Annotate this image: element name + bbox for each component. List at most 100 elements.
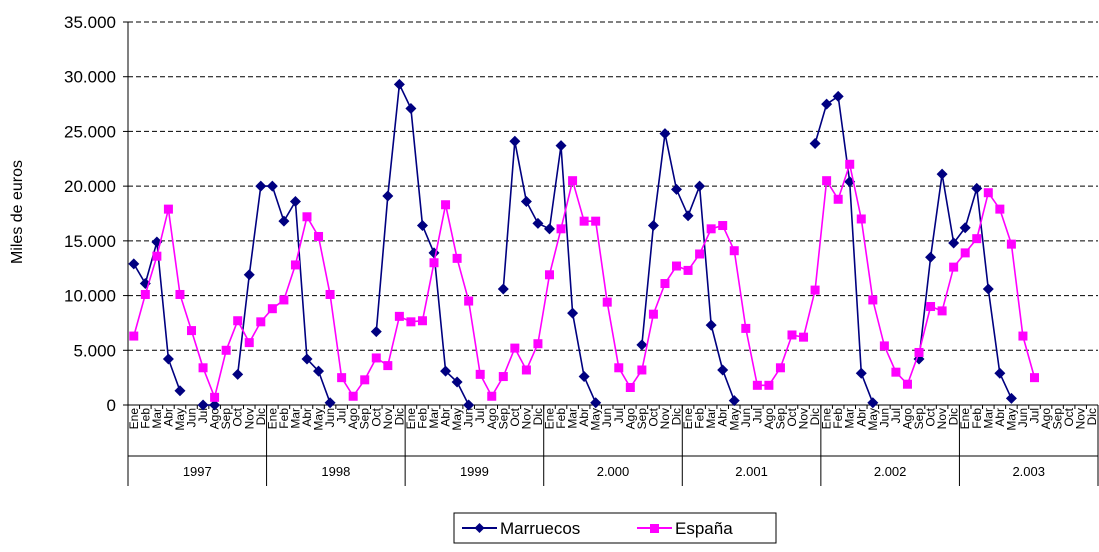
x-month-label: May: [866, 408, 880, 431]
data-point: [221, 345, 231, 355]
data-point: [695, 249, 705, 259]
data-point: [520, 195, 532, 207]
x-month-label: Dic: [670, 408, 684, 425]
data-point: [568, 176, 578, 186]
data-point: [660, 279, 670, 289]
y-tick-label: 10.000: [64, 287, 116, 306]
x-year-label: 2.001: [735, 464, 768, 479]
data-point: [417, 316, 427, 326]
data-point: [578, 371, 590, 383]
data-point: [914, 347, 924, 357]
x-month-label: Mar: [981, 408, 995, 429]
x-month-label: Jul: [889, 408, 903, 423]
data-point: [960, 248, 970, 258]
data-point: [821, 98, 833, 110]
x-month-label: Feb: [415, 408, 429, 429]
data-point: [175, 289, 185, 299]
x-month-label: Mar: [704, 408, 718, 429]
data-point: [868, 295, 878, 305]
series-espaa: [129, 159, 1039, 402]
x-year-label: 1997: [183, 464, 212, 479]
x-month-label: Dic: [947, 408, 961, 425]
x-month-label: Nov: [658, 408, 672, 429]
data-point: [163, 204, 173, 214]
x-month-label: Nov: [1074, 408, 1088, 429]
x-month-label: Ago: [900, 408, 914, 430]
legend-marruecos-marker: [474, 523, 485, 533]
x-month-label: Ene: [404, 408, 418, 430]
x-month-label: Abr: [439, 408, 453, 427]
x-month-label: Sep: [219, 408, 233, 430]
y-tick-label: 20.000: [64, 177, 116, 196]
x-month-label: Dic: [392, 408, 406, 425]
data-point: [855, 367, 867, 379]
data-point: [301, 353, 313, 365]
x-month-label: Ene: [127, 408, 141, 430]
y-axis: 0 5.000 10.000 15.000 20.000 25.000 30.000 35.0…: [64, 13, 129, 415]
data-point: [451, 376, 463, 388]
x-month-label: Sep: [773, 408, 787, 430]
data-point: [672, 261, 682, 271]
x-month-label: Jun: [185, 408, 199, 427]
data-point: [509, 135, 521, 147]
data-point: [266, 180, 278, 192]
data-point: [787, 330, 797, 340]
x-month-label: Jun: [462, 408, 476, 427]
data-point: [937, 306, 947, 316]
x-month-label: Sep: [635, 408, 649, 430]
data-point: [972, 234, 982, 244]
data-point: [209, 399, 221, 411]
data-point: [267, 304, 277, 314]
x-year-label: 2.000: [597, 464, 630, 479]
data-point: [324, 397, 336, 409]
data-point: [475, 369, 485, 379]
data-point: [210, 392, 220, 402]
x-month-label: Jul: [1027, 408, 1041, 423]
data-point: [659, 128, 671, 140]
data-point: [682, 210, 694, 222]
data-point: [383, 361, 393, 371]
x-month-label: May: [727, 408, 741, 431]
y-tick-label: 35.000: [64, 13, 116, 32]
data-point: [406, 317, 416, 327]
x-month-label: Dic: [808, 408, 822, 425]
x-month-label: Oct: [646, 407, 660, 426]
data-point: [579, 216, 589, 226]
x-month-label: Jul: [612, 408, 626, 423]
data-point: [799, 332, 809, 342]
data-point: [729, 246, 739, 256]
data-point: [718, 221, 728, 231]
y-axis-label: Miles de euros: [9, 160, 26, 264]
data-point: [416, 220, 428, 232]
data-point: [694, 180, 706, 192]
data-point: [741, 323, 751, 333]
y-tick-label: 25.000: [64, 122, 116, 141]
data-point: [487, 391, 497, 401]
x-month-label: Abr: [716, 408, 730, 427]
x-month-label: Feb: [138, 408, 152, 429]
data-point: [313, 365, 325, 377]
x-month-label: Oct: [1062, 407, 1076, 426]
data-point: [637, 365, 647, 375]
x-month-label: May: [589, 408, 603, 431]
data-point: [1029, 373, 1039, 383]
x-month-label: Jun: [323, 408, 337, 427]
x-month-label: Sep: [1051, 408, 1065, 430]
x-year-label: 2.002: [874, 464, 907, 479]
x-month-label: Feb: [277, 408, 291, 429]
x-month-label: Ene: [681, 408, 695, 430]
x-month-label: Nov: [242, 408, 256, 429]
data-point: [405, 102, 417, 114]
data-point: [845, 159, 855, 169]
data-point: [232, 368, 244, 380]
data-point: [994, 367, 1006, 379]
data-point: [360, 375, 370, 385]
series-line: [133, 241, 181, 392]
x-month-label: Ene: [820, 408, 834, 430]
data-point: [314, 231, 324, 241]
data-point: [348, 391, 358, 401]
data-point: [556, 224, 566, 234]
data-point: [867, 397, 879, 409]
x-month-label: Nov: [381, 408, 395, 429]
y-tick-label: 5.000: [73, 341, 116, 360]
